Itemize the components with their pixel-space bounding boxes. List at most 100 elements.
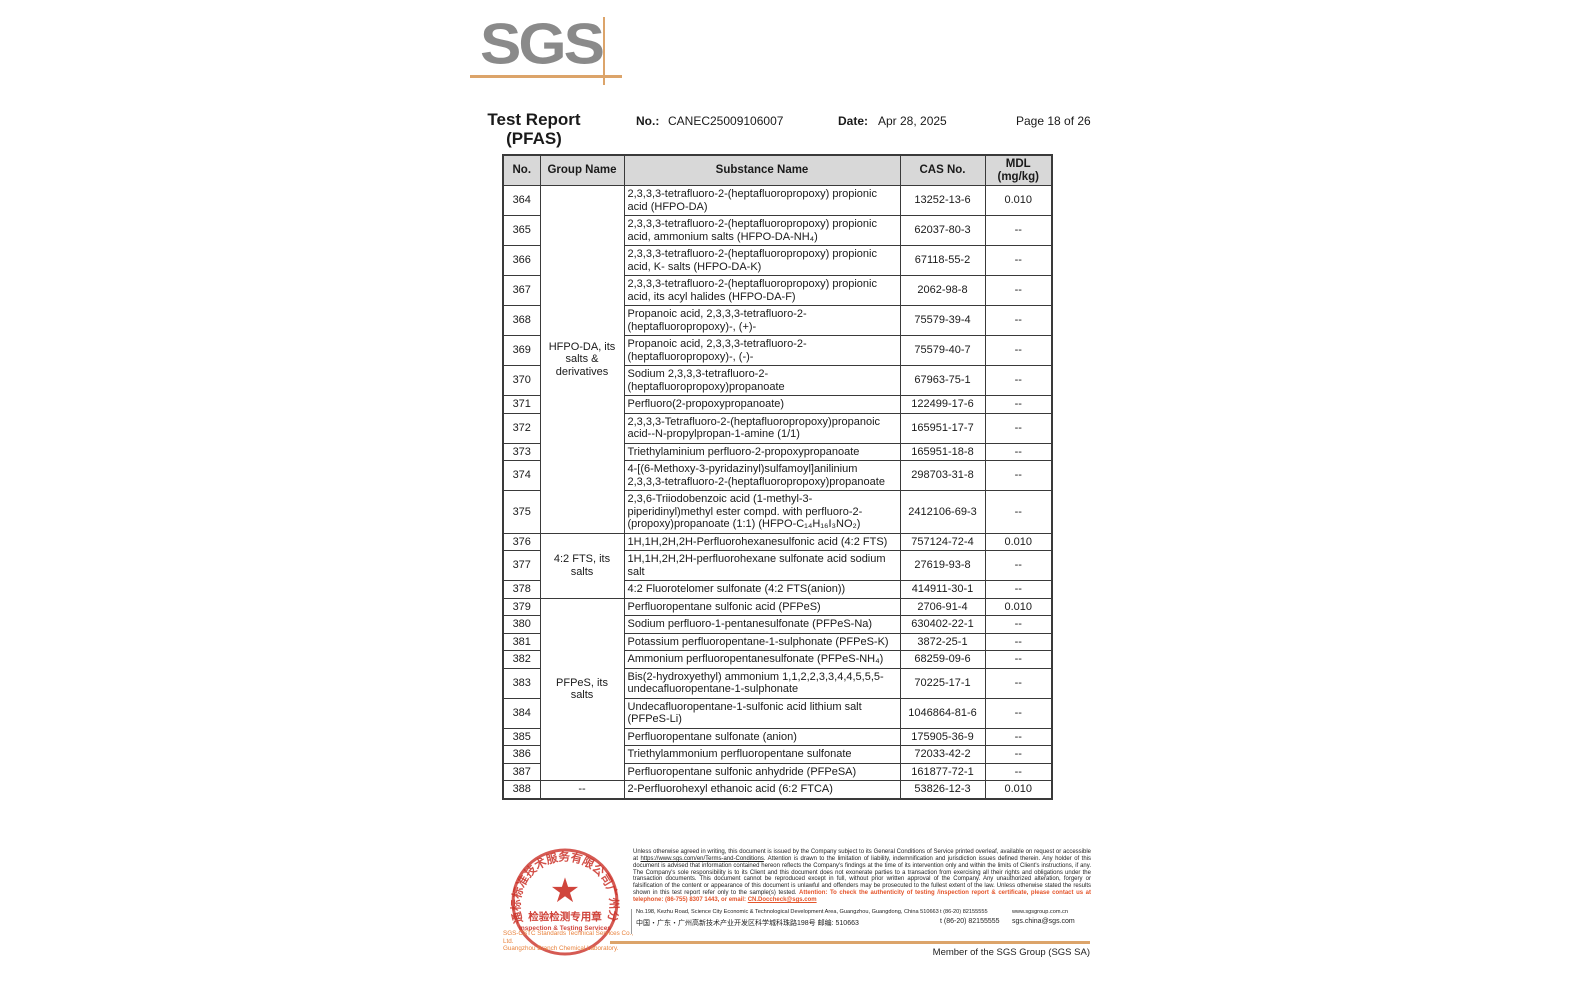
cell-substance: 1H,1H,2H,2H-perfluorohexane sulfonate ac… xyxy=(623,550,901,581)
cell-cas: 67963-75-1 xyxy=(899,365,986,396)
cell-substance: Sodium perfluoro-1-pentanesulfonate (PFP… xyxy=(623,615,901,634)
table-row: 375 2,3,6-Triiodobenzoic acid (1-methyl-3… xyxy=(502,490,1053,534)
cell-substance: 2,3,3,3-tetrafluoro-2-(heptafluoropropox… xyxy=(623,245,901,276)
cell-cas: 3872-25-1 xyxy=(899,632,986,651)
footer-address-block: No.198, Kezhu Road, Science City Economi… xyxy=(636,909,1090,931)
logo-horizontal-line xyxy=(470,75,622,78)
cell-mdl: -- xyxy=(984,727,1053,746)
header-no: No. xyxy=(502,154,541,186)
cell-no: 371 xyxy=(502,395,541,414)
cell-cas: 53826-12-3 xyxy=(899,780,986,799)
cell-mdl: -- xyxy=(984,615,1053,634)
cell-no: 366 xyxy=(502,245,541,276)
stamp-seal-icon: 通标标准技术服务有限公司广州分公司 ★ 检验检测专用章 Inspection &… xyxy=(503,836,621,956)
cell-no: 377 xyxy=(502,550,541,581)
footer-company-line2: Guangzhou Branch Chemical Laboratory. xyxy=(503,945,619,952)
stamp-cn-line: 检验检测专用章 xyxy=(528,910,602,923)
disclaimer-text-1: Unless otherwise agreed in writing, this… xyxy=(633,849,1091,862)
cell-no: 385 xyxy=(502,727,541,746)
substance-table: No. Group Name Substance Name CAS No. MD… xyxy=(502,154,1053,800)
email-link[interactable]: sgs.china@sgs.com xyxy=(1012,918,1075,925)
header-cas-no: CAS No. xyxy=(899,154,986,186)
terms-link[interactable]: https://www.sgs.com/en/Terms-and-Conditi… xyxy=(640,855,764,862)
cell-substance: Perfluoropentane sulfonate (anion) xyxy=(623,727,901,746)
cell-cas: 1046864-81-6 xyxy=(899,697,986,729)
cell-cas: 165951-18-8 xyxy=(899,442,986,461)
cell-mdl: 0.010 xyxy=(984,780,1053,799)
footer-disclaimer: Unless otherwise agreed in writing, this… xyxy=(633,849,1091,904)
cell-mdl: 0.010 xyxy=(984,532,1053,551)
cell-mdl: -- xyxy=(984,215,1053,246)
cell-substance: 1H,1H,2H,2H-Perfluorohexanesulfonic acid… xyxy=(623,532,901,551)
cell-no: 373 xyxy=(502,442,541,461)
cell-cas: 62037-80-3 xyxy=(899,215,986,246)
cell-substance: Potassium perfluoropentane-1-sulphonate … xyxy=(623,632,901,651)
cell-substance: Perfluoro(2-propoxypropanoate) xyxy=(623,395,901,414)
cell-substance: 2,3,3,3-tetrafluoro-2-(heptafluoropropox… xyxy=(623,215,901,246)
sgs-logo-text: SGS xyxy=(480,12,605,77)
cell-group-name: HFPO-DA, its salts & derivatives xyxy=(539,185,625,534)
cell-mdl: -- xyxy=(984,442,1053,461)
cell-cas: 68259-09-6 xyxy=(899,650,986,669)
table-row: 368 Propanoic acid, 2,3,3,3-tetrafluoro-2… xyxy=(502,305,1053,336)
cell-cas: 298703-31-8 xyxy=(899,460,986,491)
website-link[interactable]: www.sgsgroup.com.cn xyxy=(1012,909,1068,915)
cell-group-name: -- xyxy=(539,780,625,799)
cell-no: 375 xyxy=(502,490,541,534)
sgs-logo: SGS xyxy=(470,12,638,92)
cell-no: 372 xyxy=(502,412,541,444)
cell-substance: 4-[(6-Methoxy-3-pyridazinyl)sulfamoyl]an… xyxy=(623,460,901,491)
table-row: 376 4:2 FTS, its salts 1H,1H,2H,2H-Perfluo… xyxy=(502,532,1053,599)
cell-mdl: -- xyxy=(984,650,1053,669)
cell-no: 379 xyxy=(502,597,541,616)
cell-mdl: -- xyxy=(984,745,1053,764)
cell-substance: Triethylaminium perfluoro-2-propoxypropa… xyxy=(623,442,901,461)
cell-cas: 414911-30-1 xyxy=(899,580,986,599)
cell-mdl: -- xyxy=(984,632,1053,651)
cell-mdl: -- xyxy=(984,305,1053,336)
cell-substance: 2,3,3,3-tetrafluoro-2-(heptafluoropropox… xyxy=(623,185,901,216)
cell-mdl: -- xyxy=(984,580,1053,599)
cell-no: 368 xyxy=(502,305,541,336)
cell-mdl: 0.010 xyxy=(984,185,1053,216)
cell-no: 384 xyxy=(502,697,541,729)
report-no-label: No.: xyxy=(636,114,660,128)
report-date-value: Apr 28, 2025 xyxy=(878,114,947,128)
table-row: 364 HFPO-DA, its salts & derivatives 2,3,3… xyxy=(502,185,1053,534)
phone-number-1: t (86-20) 82155555 xyxy=(940,909,988,915)
cell-no: 381 xyxy=(502,632,541,651)
header-mdl-line1: MDL xyxy=(1005,158,1031,170)
cell-substance: Perfluoropentane sulfonic anhydride (PFP… xyxy=(623,762,901,781)
table-row: 370 Sodium 2,3,3,3-tetrafluoro-2-(heptafl… xyxy=(502,365,1053,396)
address-english: No.198, Kezhu Road, Science City Economi… xyxy=(636,909,939,915)
cell-cas: 67118-55-2 xyxy=(899,245,986,276)
table-row: 374 4-[(6-Methoxy-3-pyridazinyl)sulfamoyl… xyxy=(502,460,1053,491)
cell-substance: 4:2 Fluorotelomer sulfonate (4:2 FTS(ani… xyxy=(623,580,901,599)
cell-no: 364 xyxy=(502,185,541,216)
cell-cas: 122499-17-6 xyxy=(899,395,986,414)
cell-substance: Ammonium perfluoropentanesulfonate (PFPe… xyxy=(623,650,901,669)
footer-company-name: SGS-CSTC Standards Technical Services Co… xyxy=(503,930,643,953)
table-row: 379 PFPeS, its salts Perfluoropentane sulf… xyxy=(502,597,1053,781)
header-substance-name: Substance Name xyxy=(623,154,901,186)
cell-cas: 165951-17-7 xyxy=(899,412,986,444)
cell-substance: Undecafluoropentane-1-sulfonic acid lith… xyxy=(623,697,901,729)
table-row: 380 Sodium perfluoro-1-pentanesulfonate (… xyxy=(502,615,1053,634)
doccheck-email-link[interactable]: CN.Doccheck@sgs.com xyxy=(747,896,817,903)
cell-substance: 2,3,3,3-tetrafluoro-2-(heptafluoropropox… xyxy=(623,275,901,306)
sgs-member-line: Member of the SGS Group (SGS SA) xyxy=(932,947,1090,958)
report-title-line2: (PFAS) xyxy=(506,129,562,148)
table-row: 377 1H,1H,2H,2H-perfluorohexane sulfonate… xyxy=(502,550,1053,581)
cell-cas: 27619-93-8 xyxy=(899,550,986,581)
cell-group-name: PFPeS, its salts xyxy=(539,597,625,781)
footer-orange-rule xyxy=(610,941,1090,944)
cell-no: 380 xyxy=(502,615,541,634)
logo-vertical-line xyxy=(603,17,605,85)
cell-substance: Perfluoropentane sulfonic acid (PFPeS) xyxy=(623,597,901,616)
cell-no: 387 xyxy=(502,762,541,781)
cell-group-name: 4:2 FTS, its salts xyxy=(539,532,625,599)
cell-substance: 2,3,3,3-Tetrafluoro-2-(heptafluoropropox… xyxy=(623,412,901,444)
cell-cas: 2062-98-8 xyxy=(899,275,986,306)
cell-mdl: -- xyxy=(984,762,1053,781)
